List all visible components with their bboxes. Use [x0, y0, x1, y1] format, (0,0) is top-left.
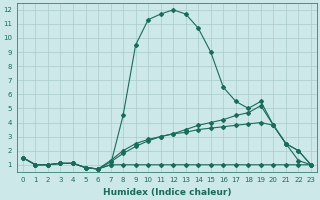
X-axis label: Humidex (Indice chaleur): Humidex (Indice chaleur) — [103, 188, 231, 197]
